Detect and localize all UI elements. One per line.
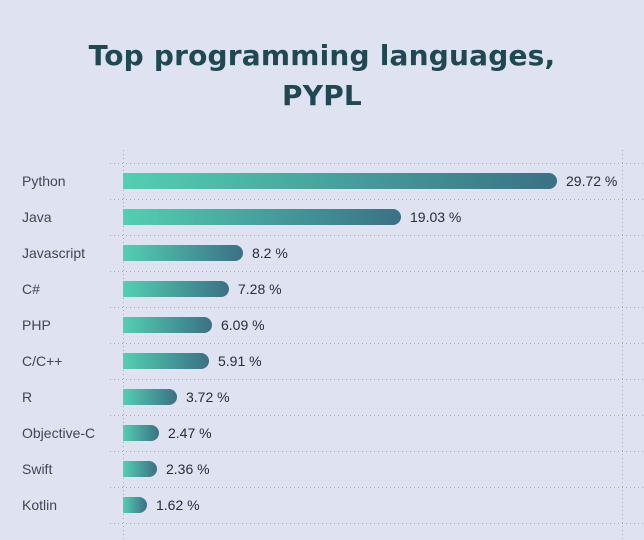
- value-label: 2.47 %: [168, 425, 212, 441]
- bar-row: R 3.72 %: [0, 379, 644, 415]
- value-label: 8.2 %: [252, 245, 288, 261]
- bar-wrap: 19.03 %: [123, 199, 461, 235]
- bar-wrap: 2.47 %: [123, 415, 212, 451]
- category-label: Javascript: [22, 245, 86, 261]
- value-label: 1.62 %: [156, 497, 200, 513]
- bar: [123, 209, 401, 225]
- bar-wrap: 3.72 %: [123, 379, 230, 415]
- bar-row: Java 19.03 %: [0, 199, 644, 235]
- horizontal-gridline: [110, 451, 644, 452]
- chart-title-line1: Top programming languages,: [88, 39, 556, 72]
- vertical-gridline: [123, 150, 124, 540]
- category-label: Python: [22, 173, 66, 189]
- bar-row: Javascript 8.2 %: [0, 235, 644, 271]
- category-label: Kotlin: [22, 497, 58, 513]
- bar-wrap: 6.09 %: [123, 307, 265, 343]
- value-label: 29.72 %: [566, 173, 618, 189]
- bar-row: PHP 6.09 %: [0, 307, 644, 343]
- horizontal-gridline: [110, 343, 644, 344]
- vertical-gridline: [622, 150, 623, 540]
- bar-wrap: 29.72 %: [123, 163, 617, 199]
- bar-chart: Python 29.72 % Java 19.03 % Javascript 8…: [0, 150, 644, 540]
- horizontal-gridline: [110, 379, 644, 380]
- horizontal-gridline: [110, 163, 644, 164]
- bar: [123, 389, 177, 405]
- value-label: 3.72 %: [186, 389, 230, 405]
- bar: [123, 245, 243, 261]
- horizontal-gridline: [110, 271, 644, 272]
- category-label: Java: [22, 209, 52, 225]
- bar-row: Swift 2.36 %: [0, 451, 644, 487]
- horizontal-gridline: [110, 235, 644, 236]
- value-label: 6.09 %: [221, 317, 265, 333]
- chart-title: Top programming languages, PYPL: [0, 36, 644, 116]
- bar: [123, 317, 212, 333]
- bar: [123, 353, 209, 369]
- bar-row: C/C++ 5.91 %: [0, 343, 644, 379]
- bar: [123, 281, 229, 297]
- bar-row: Python 29.72 %: [0, 163, 644, 199]
- value-label: 19.03 %: [410, 209, 462, 225]
- category-label: PHP: [22, 317, 51, 333]
- horizontal-gridline: [110, 523, 644, 524]
- category-label: Swift: [22, 461, 53, 477]
- horizontal-gridline: [110, 199, 644, 200]
- bar: [123, 461, 157, 477]
- bar: [123, 497, 147, 513]
- bar-row: C# 7.28 %: [0, 271, 644, 307]
- bar-row: Objective-C 2.47 %: [0, 415, 644, 451]
- value-label: 5.91 %: [218, 353, 262, 369]
- value-label: 2.36 %: [166, 461, 210, 477]
- bar-wrap: 1.62 %: [123, 487, 200, 523]
- category-label: Objective-C: [22, 425, 96, 441]
- horizontal-gridline: [110, 415, 644, 416]
- horizontal-gridline: [110, 487, 644, 488]
- bar-wrap: 8.2 %: [123, 235, 288, 271]
- bar-wrap: 7.28 %: [123, 271, 282, 307]
- value-label: 7.28 %: [238, 281, 282, 297]
- chart-title-line2: PYPL: [282, 79, 362, 112]
- bar-rows: Python 29.72 % Java 19.03 % Javascript 8…: [0, 163, 644, 523]
- bar-row: Kotlin 1.62 %: [0, 487, 644, 523]
- category-label: C/C++: [22, 353, 63, 369]
- category-label: C#: [22, 281, 40, 297]
- bar-wrap: 2.36 %: [123, 451, 210, 487]
- category-label: R: [22, 389, 33, 405]
- bar: [123, 425, 159, 441]
- bar: [123, 173, 557, 189]
- horizontal-gridline: [110, 307, 644, 308]
- bar-wrap: 5.91 %: [123, 343, 262, 379]
